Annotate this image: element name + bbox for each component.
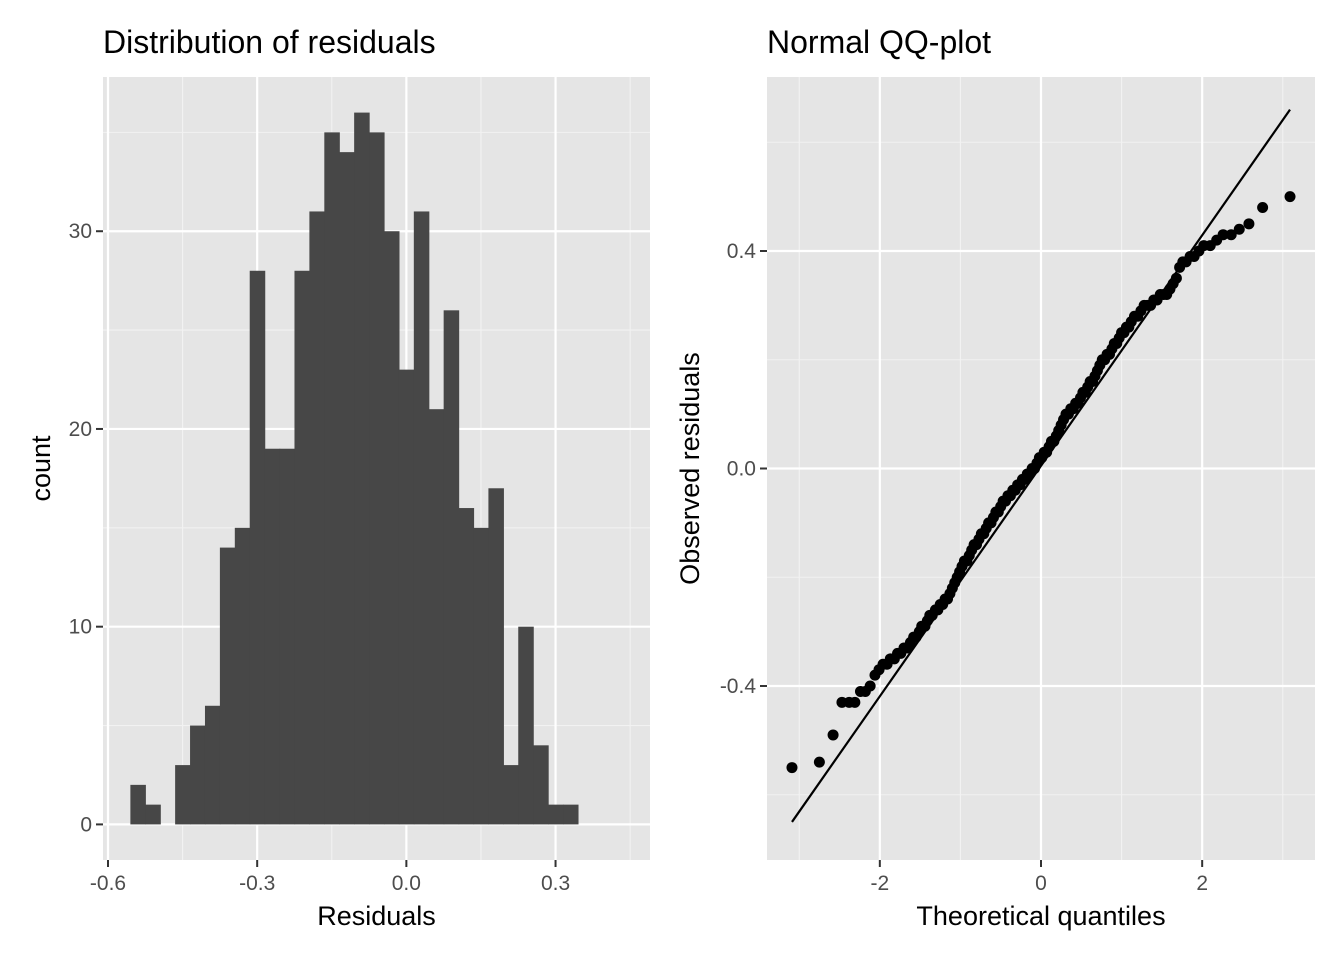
qqplot-y-tick-label: 0.0 [727,458,756,481]
histogram-bar [413,211,430,825]
qqplot-point [827,729,839,741]
histogram-bar [503,765,519,825]
qqplot-point [786,762,798,774]
qqplot-x-tick-label: 0 [1035,872,1047,895]
histogram-bar [145,804,161,825]
qqplot-y-tick-label: 0.4 [727,240,757,263]
qqplot-point [1170,272,1182,284]
histogram-bar [339,152,355,825]
histogram-bar [249,270,266,825]
histogram-bar [458,508,475,825]
histogram-bar [204,705,221,825]
histogram-bar [533,745,549,825]
histogram-y-tick-label: 10 [69,616,92,639]
qqplot-point [1257,202,1269,213]
qqplot-point [1233,223,1245,235]
histogram-bar [354,112,370,825]
histogram-x-tick-label: 0.0 [392,872,421,895]
histogram-bar [473,527,490,825]
histogram-x-tick-label: 0.3 [541,872,570,895]
qqplot-title: Normal QQ-plot [767,24,992,60]
qqplot-point [864,680,876,692]
histogram-bar [324,132,340,825]
qqplot-point [1225,229,1237,241]
histogram-bar [234,527,251,825]
histogram-x-tick-label: -0.3 [239,872,275,895]
histogram-bar [383,231,400,825]
histogram-bar [563,804,579,825]
histogram-bar [548,804,564,825]
histogram-x-tick-label: -0.6 [90,872,126,895]
histogram-bar [264,448,281,825]
histogram-bar [369,132,385,825]
histogram-bar [219,547,236,825]
histogram-bar [190,725,206,825]
histogram-bar [518,626,534,825]
histogram-bar [279,448,296,825]
histogram-y-tick-label: 20 [69,418,92,441]
qqplot-x-tick-label: 2 [1196,872,1208,895]
histogram-bar [309,211,325,825]
qqplot-x-tick-label: -2 [870,872,889,895]
histogram-bar [428,409,445,825]
histogram-bar [130,784,146,825]
histogram-y-tick-label: 0 [80,813,92,836]
histogram-y-tick-label: 30 [69,220,92,243]
histogram-y-axis-label: count [26,435,56,502]
histogram-bar [398,369,415,825]
histogram-x-axis-label: Residuals [317,901,436,931]
qqplot-point [1284,191,1296,203]
qqplot-x-axis-label: Theoretical quantiles [916,901,1165,931]
qqplot-point [1217,229,1229,241]
qqplot-y-tick-label: -0.4 [720,675,757,698]
histogram-bar [443,310,460,825]
histogram-bar [294,270,310,825]
qqplot-point [849,696,861,708]
qqplot-point [1243,218,1255,230]
histogram-bar [488,488,504,825]
histogram-title: Distribution of residuals [103,24,436,60]
histogram-bar [175,765,191,825]
qqplot-point [813,756,825,768]
qqplot-y-axis-label: Observed residuals [675,352,705,585]
